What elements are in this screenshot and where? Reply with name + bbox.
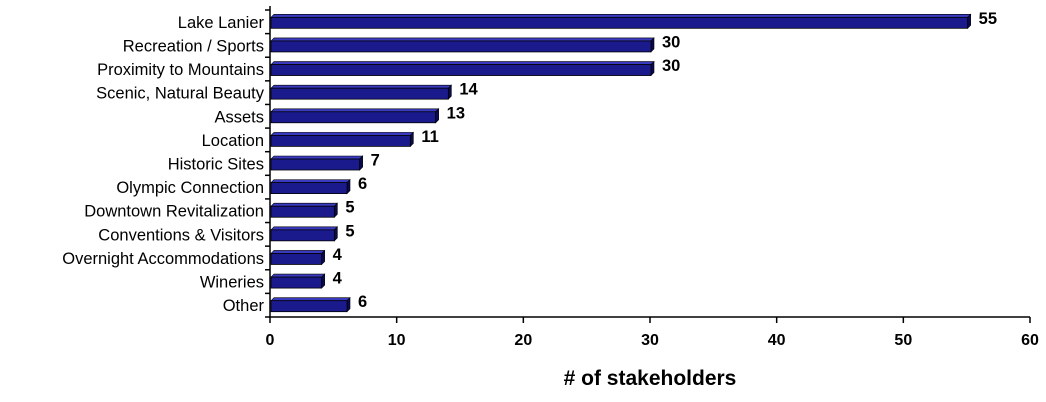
- bar-top-face: [270, 108, 440, 113]
- bar: [270, 131, 415, 148]
- x-tick-label: 0: [266, 332, 275, 349]
- x-tick-label: 20: [514, 332, 532, 349]
- bar: [270, 84, 453, 100]
- category-label: Scenic, Natural Beauty: [96, 85, 265, 103]
- bar-front-face: [270, 205, 335, 218]
- value-label: 11: [421, 128, 438, 146]
- bar-front-face: [270, 40, 652, 53]
- value-label: 5: [345, 222, 354, 240]
- bar-top-face: [270, 14, 972, 18]
- bar-front-face: [270, 158, 361, 171]
- bar: [270, 178, 351, 195]
- value-label: 13: [447, 104, 465, 122]
- bar: [270, 273, 326, 289]
- bar-front-face: [270, 134, 411, 147]
- category-label: Location: [202, 132, 264, 150]
- category-label: Historic Sites: [168, 156, 264, 174]
- value-label: 30: [662, 57, 680, 75]
- bar-top-face: [270, 202, 339, 207]
- bar-front-face: [270, 300, 348, 313]
- x-tick-label: 30: [641, 332, 659, 349]
- bar: [270, 226, 339, 242]
- bar: [270, 202, 339, 218]
- value-label: 6: [358, 293, 367, 311]
- bar: [270, 108, 440, 124]
- x-tick-label: 50: [894, 332, 912, 349]
- bar-front-face: [270, 253, 323, 265]
- bar: [270, 37, 655, 53]
- value-label: 30: [662, 33, 680, 51]
- x-tick-label: 60: [1021, 332, 1039, 349]
- value-label: 14: [459, 81, 478, 99]
- bar-front-face: [270, 276, 323, 289]
- bar-top-face: [270, 37, 655, 42]
- category-label: Other: [223, 297, 265, 315]
- value-label: 55: [979, 10, 997, 28]
- category-label: Downtown Revitalization: [84, 203, 264, 221]
- category-label: Overnight Accommodations: [62, 250, 264, 268]
- bar: [270, 13, 972, 30]
- bar: [270, 60, 655, 77]
- category-label: Assets: [214, 108, 264, 126]
- value-label: 4: [333, 270, 343, 288]
- category-label: Conventions & Visitors: [98, 226, 264, 244]
- category-labels: Lake Lanier Recreation / Sports Proximity …: [62, 14, 265, 315]
- bar-top-face: [270, 273, 326, 278]
- bar-front-face: [270, 16, 969, 29]
- x-tick-label: 10: [388, 332, 406, 349]
- bar-top-face: [270, 84, 453, 89]
- value-label: 5: [345, 199, 354, 217]
- value-label: 4: [333, 246, 343, 264]
- category-label: Proximity to Mountains: [97, 61, 264, 79]
- bar-top-face: [270, 250, 326, 254]
- bar-front-face: [270, 64, 652, 76]
- bar-front-face: [270, 229, 335, 242]
- y-axis-ticks: [265, 9, 270, 318]
- bar-front-face: [270, 182, 348, 195]
- bar-front-face: [270, 87, 449, 100]
- bar-top-face: [270, 179, 351, 183]
- category-label: Recreation / Sports: [123, 37, 264, 55]
- x-axis-title: # of stakeholders: [564, 367, 737, 390]
- category-label: Olympic Connection: [116, 179, 264, 197]
- value-label: 6: [358, 175, 367, 193]
- bar-top-face: [270, 226, 339, 231]
- bar-top-face: [270, 155, 364, 160]
- category-label: Lake Lanier: [178, 14, 265, 32]
- bar: [270, 296, 351, 313]
- category-label: Wineries: [200, 274, 264, 292]
- bar: [270, 155, 364, 171]
- bar-top-face: [270, 297, 351, 301]
- bar-front-face: [270, 111, 437, 124]
- x-tick-label: 40: [768, 332, 786, 349]
- bar: [270, 249, 326, 266]
- bars-group: [270, 13, 972, 313]
- x-axis-ticks: 0 10 20 30 40 50 60: [266, 317, 1039, 349]
- value-label: 7: [371, 152, 380, 170]
- bar-top-face: [270, 61, 655, 65]
- bar-top-face: [270, 132, 415, 136]
